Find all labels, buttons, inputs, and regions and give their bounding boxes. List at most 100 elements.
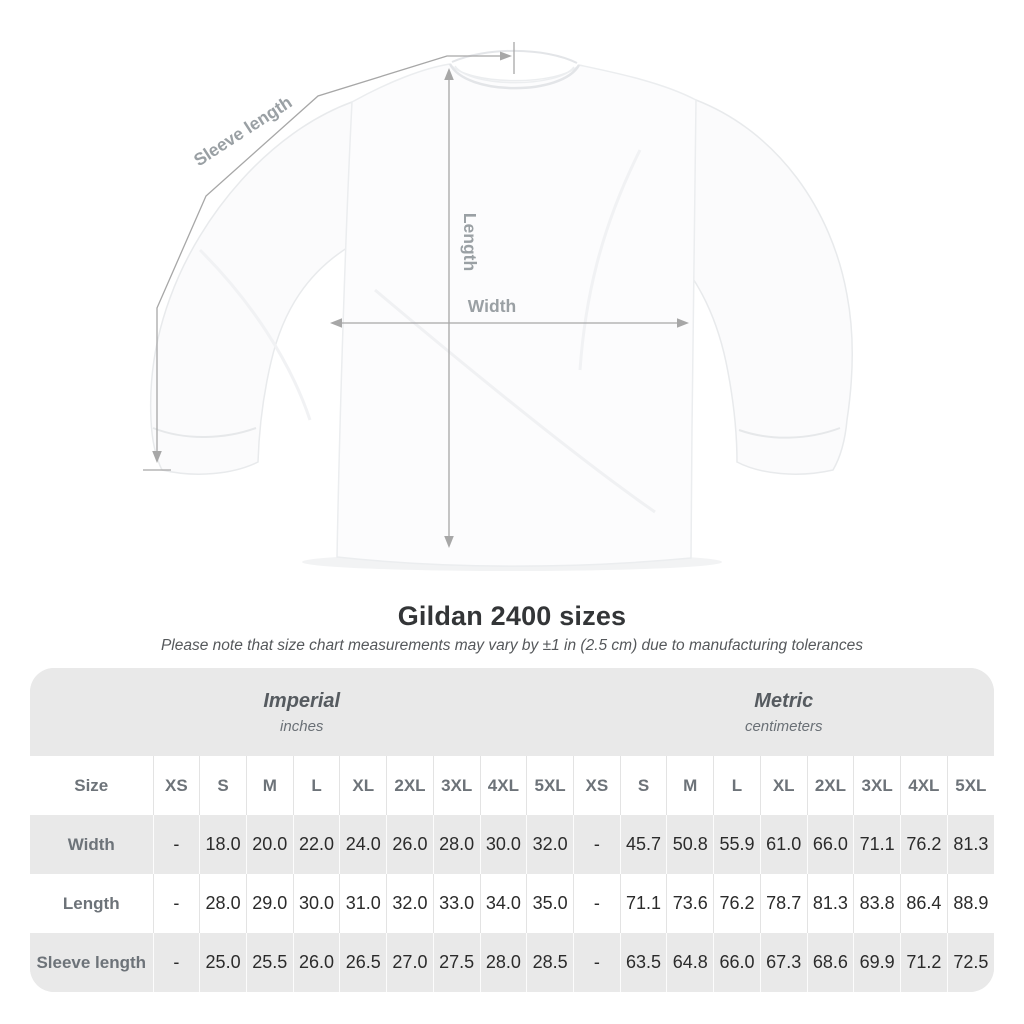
table-cell: 71.1 <box>619 874 667 933</box>
arrowhead-down-icon <box>152 451 162 463</box>
table-cell: - <box>572 874 621 933</box>
table-cell: 88.9 <box>946 874 994 933</box>
table-cell: 22.0 <box>292 815 340 874</box>
sleeve-length-dimension-line <box>156 55 504 452</box>
size-col-header: XL <box>759 756 808 815</box>
table-cell: 25.5 <box>245 933 294 992</box>
size-diagram: Sleeve length Length Width <box>143 42 853 571</box>
table-cell: 18.0 <box>199 815 247 874</box>
size-col-header: S <box>199 756 247 815</box>
width-row: Width - 18.0 20.0 22.0 24.0 26.0 28.0 30… <box>30 815 994 874</box>
size-header-row: Size XS S M L XL 2XL 3XL 4XL 5XL XS S M … <box>30 756 994 815</box>
shirt-left-sleeve <box>149 100 353 475</box>
table-cell: 28.0 <box>199 874 247 933</box>
right-cuff-seam <box>738 427 841 439</box>
dimension-lines <box>143 42 681 538</box>
wrinkle-line <box>578 149 642 371</box>
table-cell: 31.0 <box>339 874 387 933</box>
table-cell: 69.9 <box>853 933 901 992</box>
size-chart-table: Imperial inches Metric centimeters Size … <box>30 668 994 992</box>
size-col-header: 4XL <box>479 756 527 815</box>
collar-outer-seam <box>448 63 581 90</box>
table-cell: 67.3 <box>759 933 808 992</box>
metric-group-unit: centimeters <box>744 717 823 735</box>
table-cell: 68.6 <box>806 933 854 992</box>
table-cell: 63.5 <box>619 933 667 992</box>
table-cell: 28.0 <box>479 933 527 992</box>
length-row: Length - 28.0 29.0 30.0 31.0 32.0 33.0 3… <box>30 874 994 933</box>
table-cell: 26.0 <box>292 933 340 992</box>
metric-group-label: Metric <box>754 689 814 712</box>
size-chart-card: Imperial inches Metric centimeters Size … <box>30 668 994 992</box>
table-cell: 32.0 <box>526 815 574 874</box>
table-cell: - <box>152 815 200 874</box>
table-cell: 32.0 <box>386 874 434 933</box>
table-cell: 55.9 <box>713 815 761 874</box>
table-cell: 20.0 <box>245 815 294 874</box>
sleeve-length-row: Sleeve length - 25.0 25.5 26.0 26.5 27.0… <box>30 933 994 992</box>
size-col-header: XS <box>152 756 200 815</box>
size-col-header: 4XL <box>900 756 948 815</box>
table-cell: 35.0 <box>526 874 574 933</box>
table-cell: 71.2 <box>900 933 948 992</box>
size-col-header: XL <box>339 756 387 815</box>
arrowhead-right-icon <box>677 318 689 328</box>
table-cell: 64.8 <box>666 933 714 992</box>
size-col-header: 3XL <box>432 756 481 815</box>
width-row-label: Width <box>30 815 153 874</box>
size-col-header: 2XL <box>806 756 854 815</box>
dimension-arrowheads <box>152 51 689 548</box>
arrowhead-down-icon <box>444 536 454 548</box>
collar-inner-seam <box>454 65 575 84</box>
table-cell: 26.0 <box>386 815 434 874</box>
table-cell: 81.3 <box>806 874 854 933</box>
wrinkle-line <box>374 288 656 514</box>
sleeve-length-row-label: Sleeve length <box>30 933 153 992</box>
length-label: Length <box>460 213 480 271</box>
arrowhead-up-icon <box>444 68 454 80</box>
table-cell: 78.7 <box>759 874 808 933</box>
table-cell: 34.0 <box>479 874 527 933</box>
width-label: Width <box>468 296 516 316</box>
table-cell: 66.0 <box>713 933 761 992</box>
table-cell: - <box>152 874 200 933</box>
page-title: Gildan 2400 sizes <box>397 601 627 631</box>
size-col-header: 5XL <box>946 756 994 815</box>
metric-group-header: Metric centimeters <box>573 668 994 756</box>
table-cell: 86.4 <box>900 874 948 933</box>
collar-back-seam <box>451 49 578 64</box>
table-cell: 76.2 <box>900 815 948 874</box>
table-cell: 73.6 <box>666 874 714 933</box>
table-cell: 29.0 <box>245 874 294 933</box>
imperial-group-unit: inches <box>280 717 324 735</box>
size-col-header: L <box>292 756 340 815</box>
arrowhead-left-icon <box>330 318 342 328</box>
table-cell: - <box>572 815 621 874</box>
table-cell: 28.5 <box>526 933 574 992</box>
size-col-header: 3XL <box>853 756 901 815</box>
shirt-right-sleeve <box>667 98 853 475</box>
size-col-header: 5XL <box>526 756 574 815</box>
table-cell: 30.0 <box>292 874 340 933</box>
table-cell: 83.8 <box>853 874 901 933</box>
size-col-header: L <box>713 756 761 815</box>
shirt-illustration: Sleeve length Length Width <box>143 42 853 571</box>
size-col-header: M <box>666 756 714 815</box>
table-cell: 76.2 <box>713 874 761 933</box>
table-cell: 81.3 <box>946 815 994 874</box>
table-cell: 71.1 <box>853 815 901 874</box>
table-cell: 25.0 <box>199 933 247 992</box>
arrowhead-right-icon <box>500 51 512 61</box>
size-col-header: 2XL <box>386 756 434 815</box>
table-cell: 27.0 <box>386 933 434 992</box>
table-cell: - <box>152 933 200 992</box>
imperial-group-header: Imperial inches <box>30 668 574 756</box>
imperial-group-label: Imperial <box>263 689 341 712</box>
table-cell: 66.0 <box>806 815 854 874</box>
wrinkle-line <box>198 248 312 421</box>
table-cell: 24.0 <box>339 815 387 874</box>
table-cell: 72.5 <box>946 933 994 992</box>
table-cell: 45.7 <box>619 815 667 874</box>
table-cell: 27.5 <box>432 933 481 992</box>
shirt-body <box>336 63 697 567</box>
